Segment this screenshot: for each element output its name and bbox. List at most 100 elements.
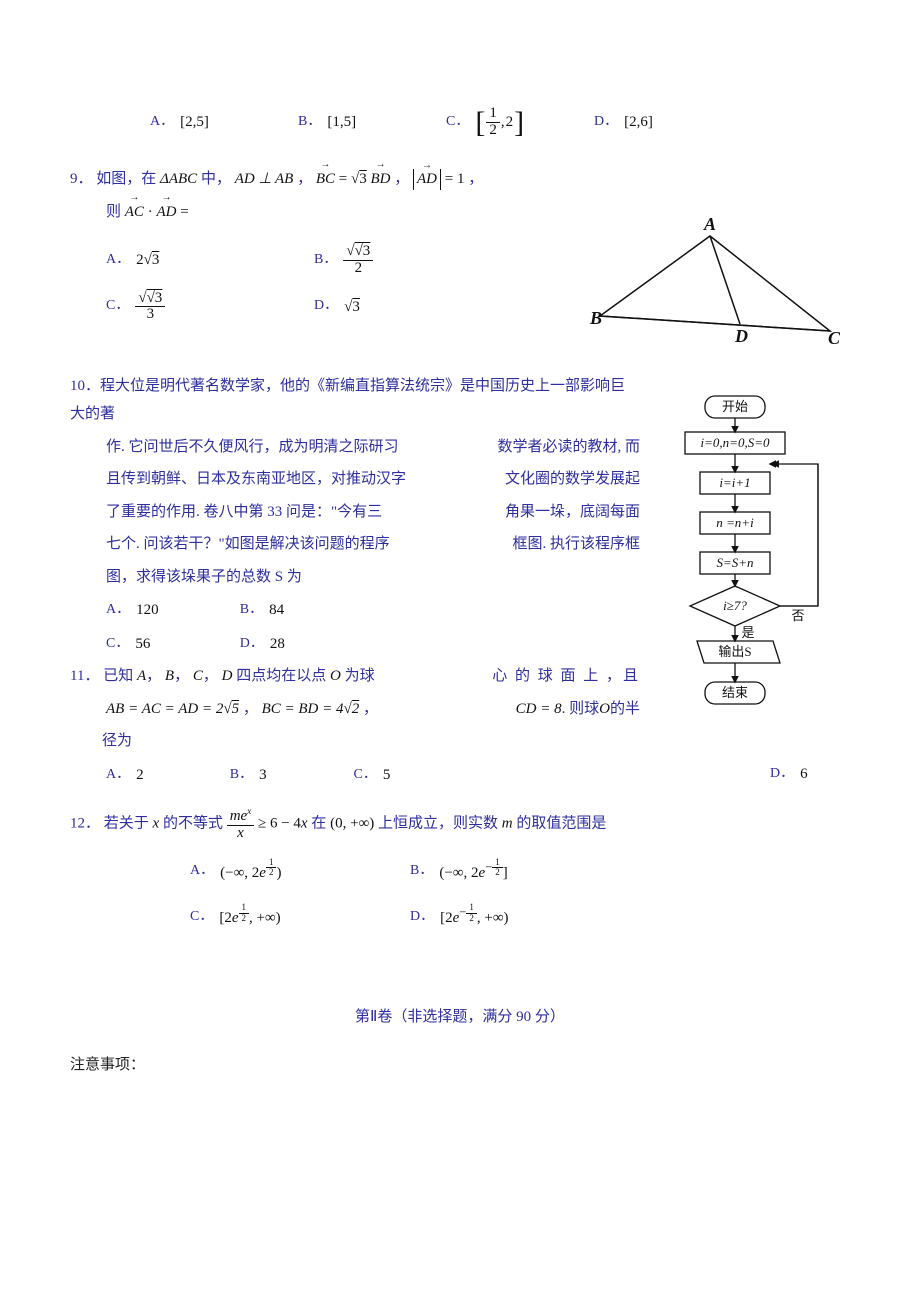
v: 6	[800, 760, 808, 789]
q11-opt-c: C．5	[354, 761, 474, 790]
v: O	[599, 701, 610, 717]
lhs-frac: mexx	[227, 807, 255, 842]
d: 2	[266, 868, 277, 877]
v: 2	[506, 108, 514, 137]
t: 框图. 执行该程序框	[512, 530, 640, 559]
q8-options: A． [2,5] B． [1,5] C． [ 12 , 2 ] D． [2,6]	[150, 94, 850, 151]
v: 2√3	[136, 246, 159, 275]
v: √3	[344, 293, 360, 322]
ad-len: AD = 1	[413, 171, 464, 187]
svg-text:A: A	[703, 216, 716, 234]
q12-opts-row2: C． [2e12, +∞) D． [2e−12, +∞)	[190, 901, 850, 933]
q9-opt-d: D．√3	[314, 291, 462, 324]
t: 角果一垛，底阔每面	[505, 498, 640, 527]
v: √√33	[135, 291, 165, 324]
d: 2	[492, 868, 503, 877]
q8-opt-b: B． [1,5]	[298, 108, 446, 137]
l: D．	[410, 904, 434, 931]
v: (−∞, 2e−12]	[439, 856, 507, 888]
q8-opt-c: C． [ 12 , 2 ]	[446, 94, 594, 151]
opt-label: D．	[594, 109, 618, 136]
l: B．	[230, 762, 253, 789]
l: A．	[106, 247, 130, 274]
v: √√32	[343, 244, 373, 277]
d: x	[227, 826, 255, 842]
l: B．	[314, 247, 337, 274]
opt-label: B．	[298, 109, 321, 136]
t: 则	[106, 204, 121, 220]
svg-text:i=i+1: i=i+1	[719, 475, 750, 490]
q12-opt-a: A． (−∞, 2e12)	[190, 856, 410, 888]
svg-text:i≥7?: i≥7?	[723, 598, 747, 613]
svg-text:B: B	[589, 308, 602, 328]
q-number: 12．	[70, 816, 100, 832]
v: [2e12, +∞)	[219, 901, 280, 933]
l: C．	[106, 631, 129, 658]
n: √3	[355, 243, 371, 259]
v: = 1	[441, 171, 464, 187]
svg-text:结束: 结束	[722, 685, 748, 700]
q11-opts: A．2 B．3 C．5 D．6	[70, 760, 850, 790]
t: 若关于	[104, 816, 149, 832]
t: ，	[146, 668, 161, 684]
q12-opt-d: D． [2e−12, +∞)	[410, 901, 630, 933]
q8-opt-d: D． [2,6]	[594, 108, 742, 137]
svg-text:否: 否	[791, 608, 804, 623]
t: 心 的 球 面 上 ，且	[492, 662, 640, 691]
v: 56	[135, 630, 150, 659]
v: 28	[270, 630, 285, 659]
t: 作. 它问世后不久便风行，成为明清之际研习	[106, 439, 399, 455]
t: ，	[243, 701, 258, 717]
q-number: 11．	[70, 668, 99, 684]
t: 如图，在	[96, 171, 156, 187]
d: 2	[239, 914, 250, 923]
t: ，	[203, 668, 218, 684]
q9-figure: A B C D	[580, 216, 840, 367]
q11-opt-d: D．6	[770, 760, 850, 789]
q9-opts-2: C． √√33 D．√3	[70, 291, 570, 324]
v: O	[330, 668, 341, 684]
v: D	[222, 668, 233, 684]
q9: 9． 如图，在 ΔABC 中， AD ⊥ AB ， BC = √3 BD ， A…	[70, 165, 850, 372]
l: D．	[240, 631, 264, 658]
q10-opt-d: D．28	[240, 630, 388, 659]
t: . 则球	[562, 701, 600, 717]
v: 3	[259, 761, 267, 790]
svg-text:开始: 开始	[722, 399, 748, 414]
v: B	[165, 668, 174, 684]
svg-text:是: 是	[741, 625, 754, 640]
q12-opts-row1: A． (−∞, 2e12) B． (−∞, 2e−12]	[190, 856, 850, 888]
t: 的取值范围是	[516, 816, 606, 832]
t: 且传到朝鲜、日本及东南亚地区，对推动汉字	[106, 471, 406, 487]
opt-value: [2,6]	[624, 108, 653, 137]
dot-product: AC · AD =	[125, 204, 189, 220]
l: A．	[190, 858, 214, 885]
opt-label: A．	[150, 109, 174, 136]
d: 2	[466, 914, 477, 923]
v: [2e−12, +∞)	[440, 901, 508, 933]
d: 2	[343, 261, 373, 277]
l: A．	[106, 597, 130, 624]
rhs: ≥ 6 − 4x	[258, 816, 308, 832]
t: 七个. 问该若干？"如图是解决该问题的程序	[106, 536, 390, 552]
l: D．	[770, 761, 794, 788]
svg-text:D: D	[734, 326, 748, 346]
q9-opts-1: A．2√3 B． √√32	[70, 244, 570, 277]
l: A．	[106, 762, 130, 789]
svg-text:i=0,n=0,S=0: i=0,n=0,S=0	[701, 435, 770, 450]
eq3: CD = 8	[516, 701, 562, 717]
t: 的半	[610, 701, 640, 717]
q9-opt-b: B． √√32	[314, 244, 462, 277]
v: (−∞, 2e12)	[220, 856, 281, 888]
q-number: 9．	[70, 171, 93, 187]
t: 文化圈的数学发展起	[505, 465, 640, 494]
svg-text:S=S+n: S=S+n	[716, 555, 753, 570]
v: 84	[269, 596, 284, 625]
svg-text:输出S: 输出S	[718, 644, 751, 659]
v: x	[153, 816, 160, 832]
l: D．	[314, 293, 338, 320]
v: (0, +∞)	[330, 816, 374, 832]
tri-abc: ΔABC	[160, 171, 197, 187]
v: m	[502, 816, 513, 832]
flowchart-svg: 开始 i=0,n=0,S=0 i=i+1 n =n+i S=S+n i≥7? 否…	[650, 394, 840, 724]
